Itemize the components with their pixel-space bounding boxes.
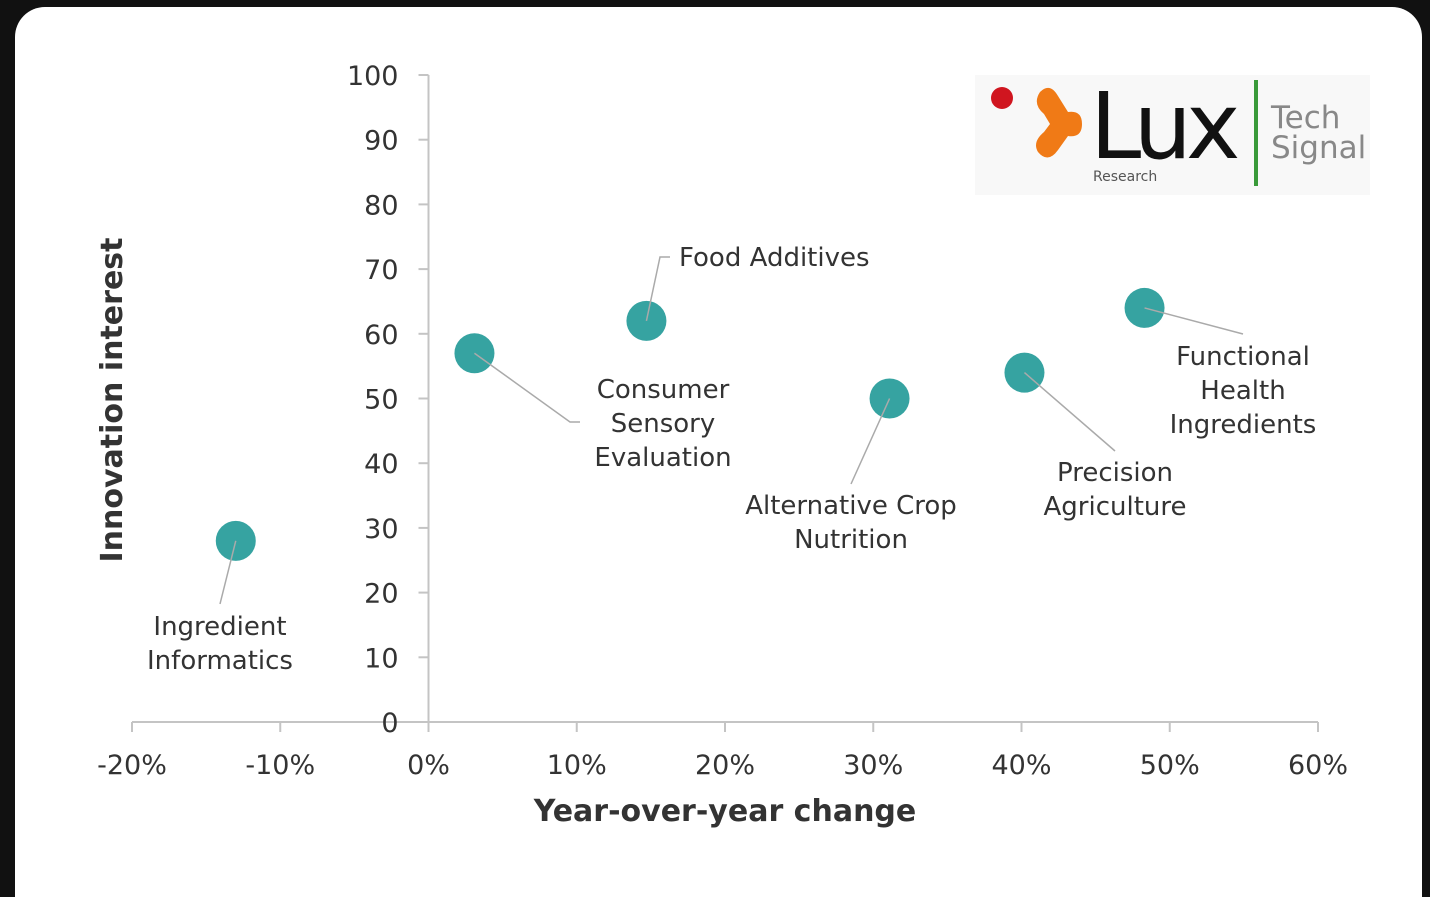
x-tick-label: 40%: [991, 750, 1051, 781]
x-tick-label: 30%: [843, 750, 903, 781]
logo: Lux Research Tech Signal: [975, 73, 1370, 195]
leader-line: [219, 540, 237, 605]
x-tick-label: 20%: [695, 750, 755, 781]
leader-line: [1023, 372, 1116, 452]
x-axis-title: Year-over-year change: [533, 794, 917, 829]
y-tick-label: 70: [364, 255, 398, 286]
leader-line: [474, 352, 580, 423]
y-tick-label: 40: [364, 449, 398, 480]
leader-line: [850, 398, 891, 485]
point-label: Informatics: [147, 646, 293, 676]
logo-tag: Signal: [1271, 130, 1366, 166]
y-tick-label: 30: [364, 514, 398, 545]
leader-line: [1144, 307, 1244, 335]
logo-name: Lux: [1090, 73, 1238, 180]
logo-mark: [1036, 87, 1082, 158]
point-label: Precision: [1057, 458, 1173, 488]
y-tick-label: 10: [364, 643, 398, 674]
x-tick-label: -20%: [97, 750, 167, 781]
point-label: Ingredients: [1170, 410, 1317, 440]
y-axis-title: Innovation interest: [95, 238, 130, 563]
point-label: Consumer: [597, 375, 730, 405]
point-label: Alternative Crop: [745, 491, 957, 521]
y-tick-label: 100: [347, 61, 399, 92]
card: [15, 7, 1422, 897]
logo-dot: [991, 87, 1013, 109]
logo-tag: Tech: [1270, 100, 1340, 136]
point-label: Evaluation: [594, 443, 731, 473]
x-tick-label: 0%: [407, 750, 450, 781]
point-label: Functional: [1176, 342, 1310, 372]
y-tick-label: 0: [381, 708, 398, 739]
y-tick-label: 90: [364, 126, 398, 157]
point-label: Nutrition: [794, 525, 908, 555]
x-tick-label: -10%: [245, 750, 315, 781]
point-label: Ingredient: [153, 612, 286, 642]
y-tick-label: 50: [364, 385, 398, 416]
y-tick-label: 20: [364, 579, 398, 610]
x-tick-label: 50%: [1140, 750, 1200, 781]
x-tick-label: 60%: [1288, 750, 1348, 781]
x-tick-label: 10%: [547, 750, 607, 781]
y-tick-label: 60: [364, 320, 398, 351]
point-label: Food Additives: [679, 243, 870, 273]
point-label: Sensory: [611, 409, 716, 439]
leader-line: [645, 256, 670, 322]
y-tick-label: 80: [364, 190, 398, 221]
point-label: Agriculture: [1044, 492, 1187, 522]
logo-sub: Research: [1093, 169, 1157, 185]
point-label: Health: [1200, 376, 1285, 406]
